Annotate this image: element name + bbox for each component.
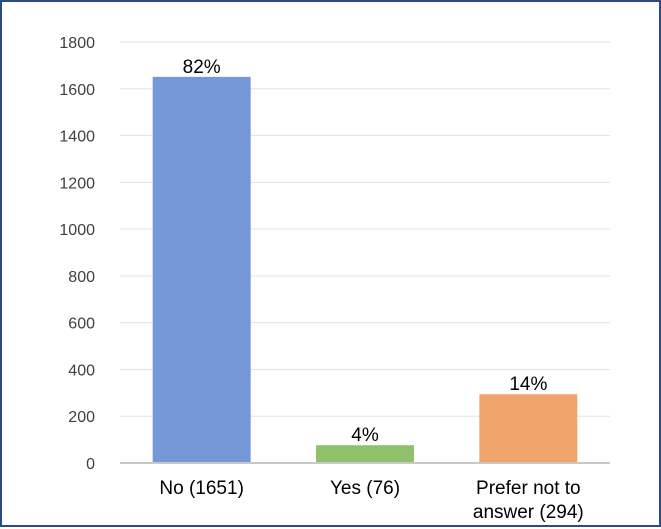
x-axis-categories: No (1651) Yes (76) Prefer not to answer (29… <box>159 478 583 523</box>
category-label: answer (294) <box>473 502 584 523</box>
y-tick-label: 1000 <box>59 222 95 239</box>
y-tick-label: 1600 <box>59 82 95 99</box>
category-label: Yes (76) <box>330 478 400 499</box>
y-tick-label: 400 <box>68 362 95 379</box>
y-axis-ticks: 0 200 400 600 800 1000 1200 1400 1600 1800 <box>59 35 95 473</box>
bars <box>153 77 578 463</box>
y-tick-label: 200 <box>68 409 95 426</box>
bar <box>153 77 251 463</box>
y-tick-label: 1400 <box>59 129 95 146</box>
y-tick-label: 0 <box>86 456 95 473</box>
y-tick-label: 800 <box>68 269 95 286</box>
bar <box>316 445 414 463</box>
data-label: 14% <box>509 374 547 395</box>
y-tick-label: 1800 <box>59 35 95 52</box>
y-tick-label: 600 <box>68 316 95 333</box>
y-tick-label: 1200 <box>59 175 95 192</box>
bar <box>479 394 577 463</box>
category-label: Prefer not to <box>476 478 581 499</box>
data-label: 82% <box>183 57 221 78</box>
data-label: 4% <box>351 425 379 446</box>
category-label: No (1651) <box>159 478 244 499</box>
